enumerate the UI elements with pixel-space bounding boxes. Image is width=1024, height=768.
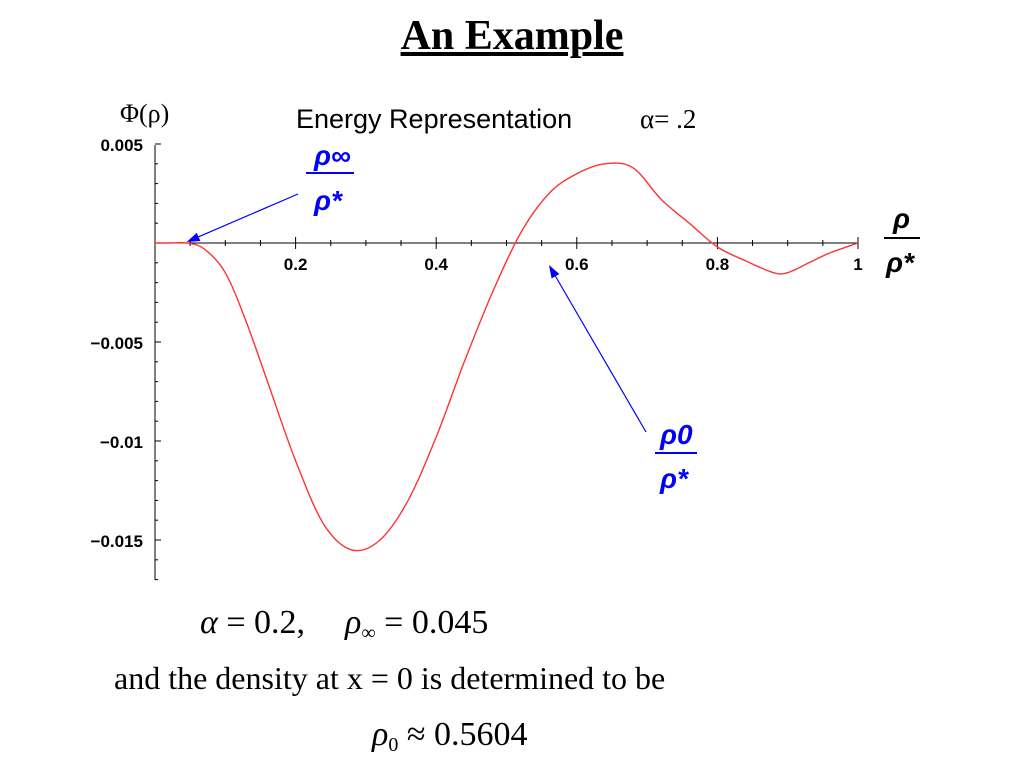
rho-0-value: 0.5604	[434, 716, 528, 753]
energy-chart: Φ(ρ) Energy Representation α= .2 0.2 0.4 0…	[91, 99, 920, 581]
annotation-rho-0-arrowhead	[548, 265, 560, 279]
annotation-rho-0-arrow	[554, 275, 647, 433]
x-tick-label: 0.8	[706, 255, 730, 274]
x-tick-label: 0.4	[424, 255, 448, 274]
approx-sign: ≈	[398, 716, 434, 753]
rho-inf-value: 0.045	[411, 604, 489, 641]
x-axis-label: ρ ρ*	[884, 203, 920, 278]
annotation-rho-0: ρ0 ρ*	[548, 265, 697, 494]
slide-title: An Example	[400, 13, 624, 59]
x-axis-label-num: ρ	[892, 203, 910, 234]
equals-2: =	[375, 604, 412, 641]
rho-0-subscript: 0	[388, 734, 399, 756]
y-axis-label: Φ(ρ)	[120, 99, 169, 128]
formula-result: ρ0 ≈ 0.5604	[372, 716, 528, 757]
chart-title: Energy Representation	[296, 104, 572, 134]
annotation-rho-inf-arrow	[198, 193, 299, 238]
alpha-symbol: α	[200, 604, 218, 641]
alpha-value: 0.2,	[254, 604, 306, 641]
annotation-rho-0-num: ρ0	[659, 419, 693, 450]
series-line-0	[155, 162, 859, 552]
annotation-rho-0-den: ρ*	[659, 463, 689, 494]
equals-1: =	[217, 604, 255, 641]
chart-title-param: α= .2	[640, 104, 696, 134]
annotation-rho-inf-arrowhead	[186, 232, 201, 242]
rho-inf-symbol: ρ	[345, 604, 362, 641]
series	[155, 162, 859, 552]
x-tick-label: 0.6	[565, 255, 589, 274]
density-sentence: and the density at x = 0 is determined t…	[114, 660, 666, 696]
y-tick-label: −0.015	[91, 532, 143, 551]
formula-parameters: α = 0.2, ρ∞ = 0.045	[200, 604, 488, 645]
y-tick-label: −0.01	[100, 433, 143, 452]
annotation-rho-inf-num: ρ∞	[313, 140, 351, 171]
rho-inf-subscript: ∞	[361, 622, 376, 644]
x-tick-label: 0.2	[284, 255, 308, 274]
y-tick-label: −0.005	[91, 334, 143, 353]
annotation-rho-inf: ρ∞ ρ*	[186, 140, 354, 242]
x-tick-label: 1	[853, 255, 862, 274]
annotation-rho-inf-den: ρ*	[313, 185, 343, 216]
y-tick-label: 0.005	[100, 136, 143, 155]
tick-labels: 0.2 0.4 0.6 0.8 1 0.005 −0.005 −0.01 −0.015	[91, 136, 863, 551]
rho-0-symbol: ρ	[372, 716, 389, 753]
x-axis-label-den: ρ*	[885, 247, 915, 278]
